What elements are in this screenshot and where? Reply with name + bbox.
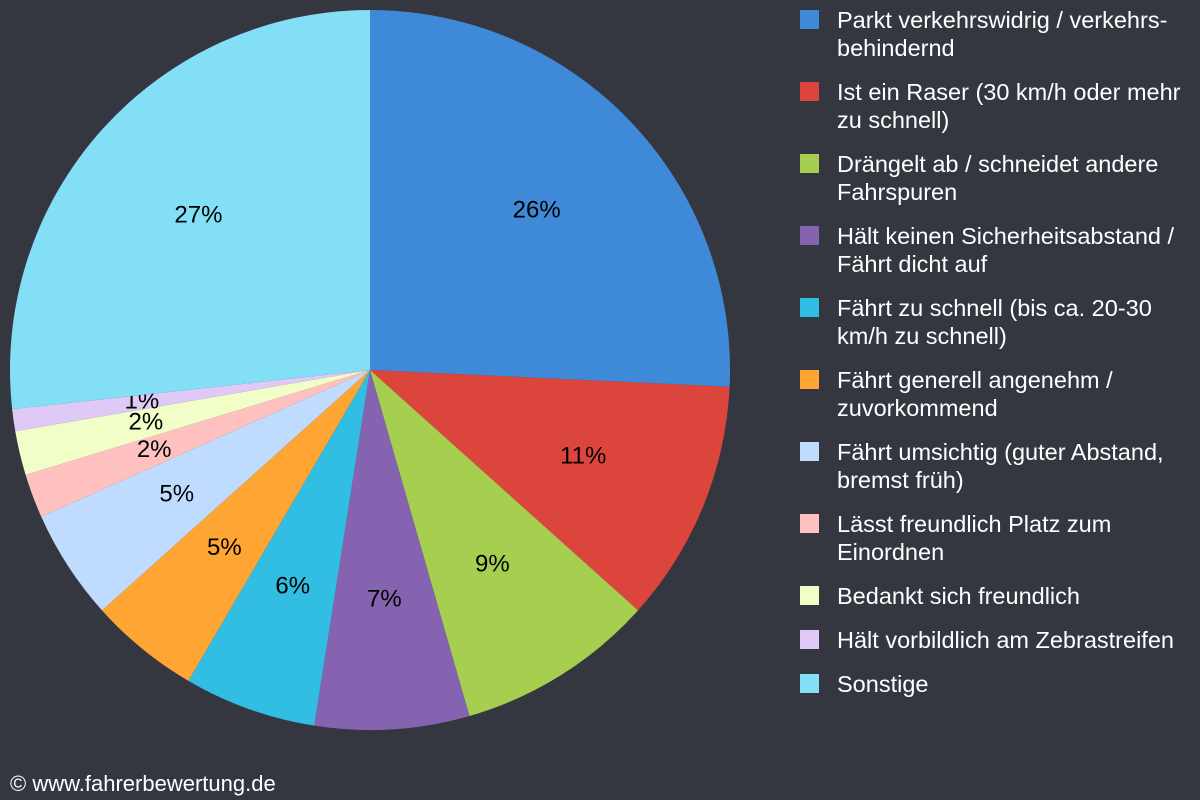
legend-label: Drängelt ab / schneidet andere Fahrspure… bbox=[837, 151, 1159, 205]
legend-label: Hält vorbildlich am Zebrastreifen bbox=[837, 627, 1174, 653]
pie-slice bbox=[370, 370, 639, 716]
data-label: 5% bbox=[159, 481, 194, 508]
data-label: 26% bbox=[513, 196, 561, 223]
legend-label: Lässt freundlich Platz zum Einordnen bbox=[837, 511, 1112, 565]
legend-swatch bbox=[800, 154, 819, 173]
legend-label: Sonstige bbox=[837, 671, 929, 697]
legend-label: Bedankt sich freundlich bbox=[837, 583, 1080, 609]
legend-swatch bbox=[800, 226, 819, 245]
pie-slice bbox=[15, 370, 370, 475]
pie-slice bbox=[25, 370, 371, 517]
legend-item: Fährt generell angenehm / zuvorkommend bbox=[800, 366, 1195, 422]
legend-label: Ist ein Raser (30 km/h oder mehr zu schn… bbox=[837, 79, 1181, 133]
legend-label: Hält keinen Sicherheitsabstand / Fährt d… bbox=[837, 223, 1175, 277]
data-label: 9% bbox=[475, 551, 510, 578]
legend-swatch bbox=[800, 630, 819, 649]
pie-slice bbox=[9, 10, 370, 410]
pie-slice bbox=[370, 370, 730, 611]
pie-slice bbox=[188, 370, 370, 726]
data-label: 27% bbox=[174, 202, 222, 229]
pie-slice bbox=[41, 370, 370, 611]
data-label: 2% bbox=[137, 436, 172, 463]
legend-item: Fährt zu schnell (bis ca. 20-30 km/h zu … bbox=[800, 294, 1195, 350]
legend-item: Parkt verkehrswidrig / verkehrs-behinder… bbox=[800, 6, 1195, 62]
legend-swatch bbox=[800, 674, 819, 693]
legend-swatch bbox=[800, 82, 819, 101]
legend-item: Hält keinen Sicherheitsabstand / Fährt d… bbox=[800, 222, 1195, 278]
pie-slice bbox=[314, 370, 470, 731]
legend-label: Fährt umsichtig (guter Abstand, bremst f… bbox=[837, 439, 1164, 493]
pie-slice bbox=[101, 370, 370, 681]
pie-slice bbox=[370, 10, 730, 387]
legend-item: Lässt freundlich Platz zum Einordnen bbox=[800, 510, 1195, 566]
pie-chart: 26%11%9%7%6%5%5%2%2%1%27% bbox=[9, 10, 730, 731]
legend-swatch bbox=[800, 298, 819, 317]
legend-swatch bbox=[800, 370, 819, 389]
legend-item: Sonstige bbox=[800, 670, 1195, 698]
legend-swatch bbox=[800, 514, 819, 533]
legend-item: Hält vorbildlich am Zebrastreifen bbox=[800, 626, 1195, 654]
legend-item: Ist ein Raser (30 km/h oder mehr zu schn… bbox=[800, 78, 1195, 134]
legend-item: Drängelt ab / schneidet andere Fahrspure… bbox=[800, 150, 1195, 206]
data-label: 5% bbox=[207, 534, 242, 561]
legend-swatch bbox=[800, 442, 819, 461]
legend-swatch bbox=[800, 586, 819, 605]
legend-item: Fährt umsichtig (guter Abstand, bremst f… bbox=[800, 438, 1195, 494]
legend-swatch bbox=[800, 10, 819, 29]
data-label: 11% bbox=[560, 443, 606, 470]
legend-label: Parkt verkehrswidrig / verkehrs-behinder… bbox=[837, 7, 1168, 61]
legend: Parkt verkehrswidrig / verkehrs-behinder… bbox=[800, 6, 1195, 714]
data-label: 6% bbox=[275, 572, 310, 599]
pie-slice bbox=[12, 370, 371, 432]
source: © www.fahrerbewertung.de bbox=[10, 771, 276, 796]
data-label: 7% bbox=[367, 585, 402, 612]
legend-item: Bedankt sich freundlich bbox=[800, 582, 1195, 610]
legend-label: Fährt zu schnell (bis ca. 20-30 km/h zu … bbox=[837, 295, 1152, 349]
legend-label: Fährt generell angenehm / zuvorkommend bbox=[837, 367, 1113, 421]
data-label: 2% bbox=[128, 409, 163, 436]
